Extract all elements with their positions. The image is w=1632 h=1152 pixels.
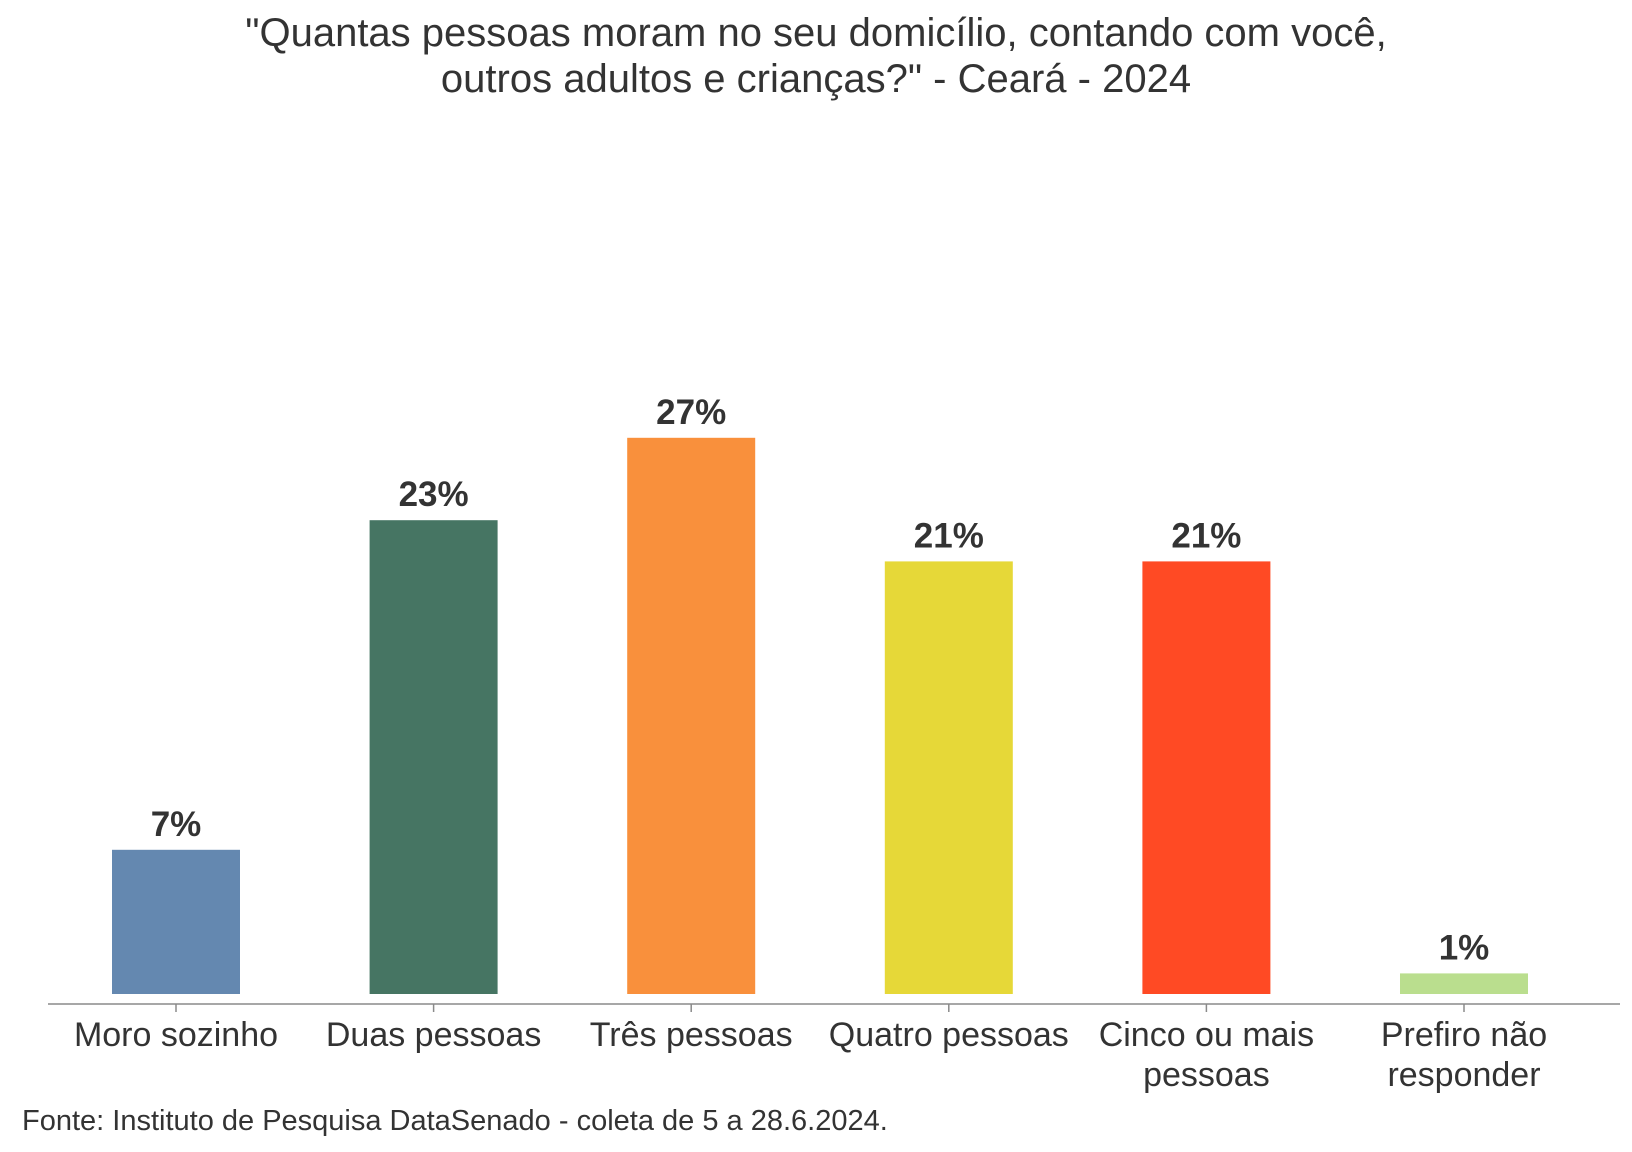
bar-6: [1400, 973, 1528, 994]
bar-2: [369, 520, 498, 994]
x-tick-label-3: Três pessoas: [590, 1016, 793, 1054]
x-tick-label-6-line-1: Prefiro não: [1381, 1016, 1547, 1054]
bar-4: [884, 561, 1013, 994]
chart-title: "Quantas pessoas moram no seu domicílio,…: [0, 10, 1632, 102]
data-label-5: 21%: [1171, 516, 1241, 555]
x-tick-label-6-line-2: responder: [1387, 1056, 1540, 1094]
data-label-4: 21%: [914, 516, 984, 555]
x-tick-label-2: Duas pessoas: [326, 1016, 541, 1054]
x-tick-label-1: Moro sozinho: [74, 1016, 278, 1054]
bar-3: [627, 437, 756, 994]
bar-1: [112, 849, 240, 994]
chart-title-line-1: "Quantas pessoas moram no seu domicílio,…: [245, 11, 1387, 55]
data-label-1: 7%: [151, 805, 202, 844]
data-label-2: 23%: [399, 475, 469, 514]
x-tick-label-5-line-1: Cinco ou mais: [1099, 1016, 1314, 1054]
x-tick-label-5-line-2: pessoas: [1143, 1056, 1270, 1094]
data-label-3: 27%: [656, 393, 726, 432]
source-note: Fonte: Instituto de Pesquisa DataSenado …: [22, 1105, 888, 1137]
chart-title-line-2: outros adultos e crianças?" - Ceará - 20…: [440, 57, 1192, 101]
bar-5: [1142, 561, 1271, 994]
x-tick-label-4: Quatro pessoas: [829, 1016, 1069, 1054]
data-label-6: 1%: [1439, 928, 1490, 967]
